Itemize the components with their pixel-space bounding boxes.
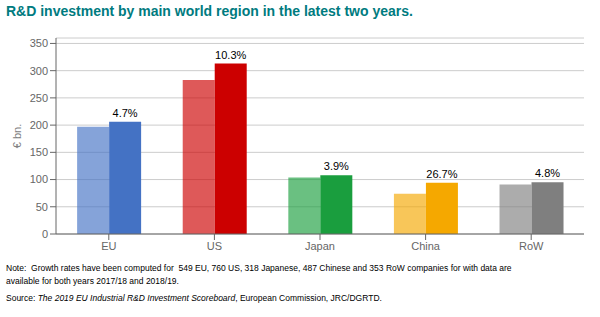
- svg-text:26.7%: 26.7%: [426, 168, 457, 180]
- svg-text:3.9%: 3.9%: [324, 160, 349, 172]
- svg-text:China: China: [411, 240, 441, 252]
- html-text:Source: The 2019 EU Industrial: Source: The 2019 EU Industrial R&D Inves…: [6, 293, 382, 303]
- svg-text:300: 300: [30, 65, 48, 77]
- svg-text:4.7%: 4.7%: [113, 107, 138, 119]
- html-text:R&D investment by main world r: R&D investment by main world region in t…: [6, 3, 413, 19]
- html-text:available for both years 2017/: available for both years 2017/18 and 201…: [6, 276, 179, 286]
- svg-text:100: 100: [30, 173, 48, 185]
- svg-text:0: 0: [42, 228, 48, 240]
- svg-text:US: US: [207, 240, 222, 252]
- svg-text:50: 50: [36, 201, 48, 213]
- svg-text:350: 350: [30, 37, 48, 49]
- html-text:Note: Growth rates have been c: Note: Growth rates have been computed fo…: [6, 263, 512, 273]
- svg-text:RoW: RoW: [519, 240, 544, 252]
- svg-text:Japan: Japan: [305, 240, 335, 252]
- svg-text:EU: EU: [101, 240, 116, 252]
- svg-text:4.8%: 4.8%: [535, 167, 560, 179]
- svg-text:150: 150: [30, 146, 48, 158]
- svg-text:€ bn.: € bn.: [11, 124, 23, 148]
- svg-text:10.3%: 10.3%: [215, 49, 246, 61]
- svg-text:250: 250: [30, 92, 48, 104]
- svg-text:200: 200: [30, 119, 48, 131]
